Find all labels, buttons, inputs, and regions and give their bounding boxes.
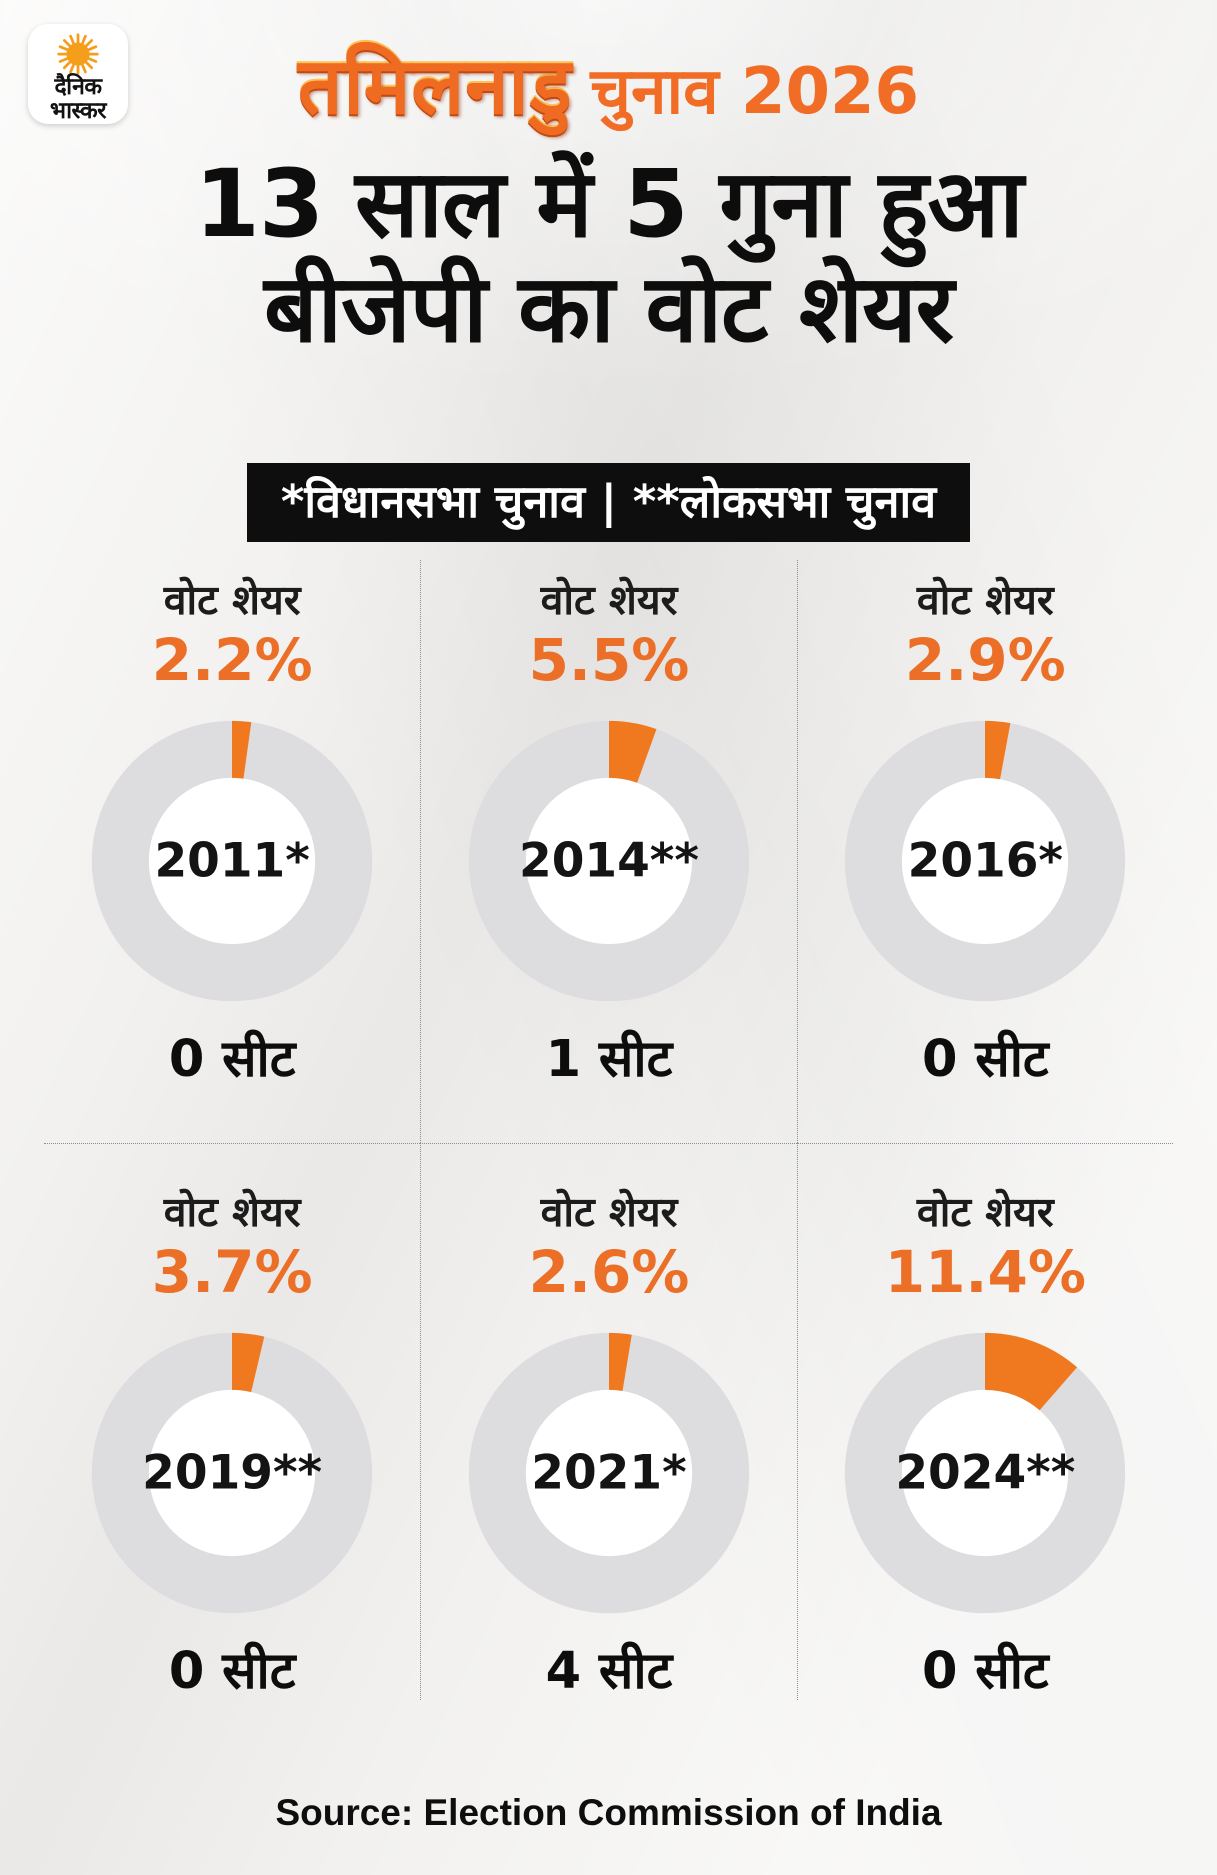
masthead-title: तमिलनाडु चुनाव 2026 bbox=[0, 48, 1217, 126]
masthead-decorated-text: तमिलनाडु bbox=[297, 42, 573, 132]
donut-cell-2014: वोट शेयर 5.5% 2014** 1 सीट bbox=[420, 560, 796, 1143]
vote-share-label: वोट शेयर bbox=[540, 1188, 678, 1236]
donut-year-label: 2014** bbox=[519, 833, 699, 889]
headline: 13 साल में 5 गुना हुआ बीजेपी का वोट शेयर bbox=[0, 152, 1217, 363]
donut-chart: 2016* bbox=[840, 716, 1130, 1006]
donut-cell-2024: वोट शेयर 11.4% 2024** 0 सीट bbox=[796, 1143, 1173, 1701]
donut-year-label: 2016* bbox=[907, 833, 1064, 889]
donut-chart: 2019** bbox=[87, 1328, 377, 1618]
seats-label: 4 सीट bbox=[545, 1641, 673, 1701]
seats-label: 0 सीट bbox=[922, 1641, 1049, 1701]
vote-share-label: वोट शेयर bbox=[163, 576, 301, 624]
donut-cell-2021: वोट शेयर 2.6% 2021* 4 सीट bbox=[420, 1143, 797, 1701]
vote-share-label: वोट शेयर bbox=[163, 1188, 301, 1236]
seats-label: 1 सीट bbox=[545, 1029, 673, 1089]
vote-share-value: 3.7% bbox=[151, 1238, 313, 1307]
vote-share-label: वोट शेयर bbox=[540, 576, 678, 624]
vote-share-value: 2.9% bbox=[904, 626, 1066, 695]
donut-chart: 2021* bbox=[464, 1328, 754, 1618]
masthead-plain-text: चुनाव 2026 bbox=[590, 55, 920, 129]
vote-share-label: वोट शेयर bbox=[916, 576, 1054, 624]
seats-label: 0 सीट bbox=[168, 1029, 296, 1089]
seats-label: 0 सीट bbox=[168, 1641, 296, 1701]
source-credit: Source: Election Commission of India bbox=[275, 1792, 942, 1833]
vote-share-value: 11.4% bbox=[884, 1238, 1086, 1307]
donut-chart: 2024** bbox=[840, 1328, 1130, 1618]
vote-share-value: 2.2% bbox=[151, 626, 313, 695]
headline-line2: बीजेपी का वोट शेयर bbox=[263, 255, 954, 365]
donut-cell-2016: वोट शेयर 2.9% 2016* 0 सीट bbox=[796, 560, 1173, 1143]
legend-banner-text: *विधानसभा चुनाव | **लोकसभा चुनाव bbox=[246, 463, 971, 542]
donut-year-label: 2024** bbox=[895, 1445, 1076, 1501]
dainik-bhaskar-logo: दैनिक भास्कर bbox=[28, 24, 128, 124]
donut-chart: 2011* bbox=[87, 716, 377, 1006]
donut-cell-2011: वोट शेयर 2.2% 2011* 0 सीट bbox=[44, 560, 420, 1143]
vote-share-value: 2.6% bbox=[528, 1238, 690, 1307]
donut-chart: 2014** bbox=[464, 716, 754, 1006]
logo-text-line2: भास्कर bbox=[49, 98, 107, 125]
donut-year-label: 2011* bbox=[154, 833, 310, 889]
donut-year-label: 2021* bbox=[531, 1445, 687, 1501]
donut-cell-2019: वोट शेयर 3.7% 2019** 0 सीट bbox=[44, 1143, 421, 1701]
logo-text-line1: दैनिक bbox=[54, 74, 102, 101]
seats-label: 0 सीट bbox=[922, 1029, 1049, 1089]
headline-line1: 13 साल में 5 गुना हुआ bbox=[194, 150, 1023, 259]
vote-share-value: 5.5% bbox=[528, 626, 690, 695]
legend-banner: *विधानसभा चुनाव | **लोकसभा चुनाव bbox=[0, 463, 1217, 542]
charts-grid: वोट शेयर 2.2% 2011* 0 सीट वोट शेयर 5.5% … bbox=[44, 560, 1173, 1700]
sunburst-icon bbox=[57, 33, 99, 75]
donut-year-label: 2019** bbox=[142, 1445, 323, 1501]
vote-share-label: वोट शेयर bbox=[916, 1188, 1054, 1236]
